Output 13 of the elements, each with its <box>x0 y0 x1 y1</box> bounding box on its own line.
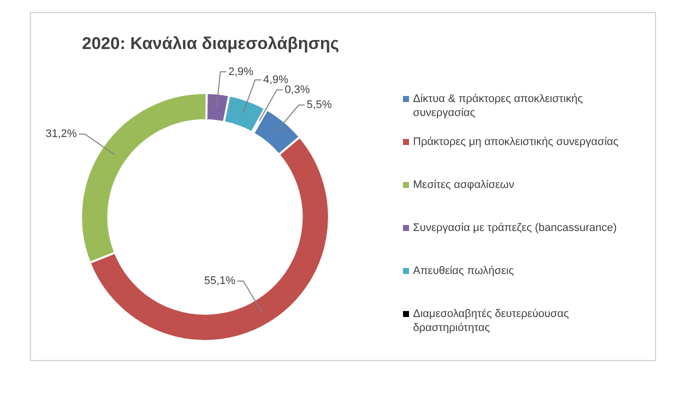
legend-label: Συνεργασία με τράπεζες (bancassurance) <box>413 221 617 235</box>
data-label: 5,5% <box>306 99 332 112</box>
chart-title: 2020: Κανάλια διαμεσολάβησης <box>82 34 340 54</box>
data-label: 4,9% <box>263 74 288 86</box>
legend-label: Πράκτορες μη αποκλειστικής συνεργασίας <box>413 135 618 149</box>
legend-label: Δίκτυα & πράκτορες αποκλειστικής συνεργασίας <box>413 92 584 120</box>
data-label: 31,2% <box>46 128 78 140</box>
legend-label: Διαμεσολαβητές δευτερεύουσας δραστηριότητας <box>413 307 570 335</box>
legend-label: Μεσίτες ασφαλίσεων <box>413 178 514 192</box>
data-label: 0,3% <box>284 84 310 96</box>
data-label: 2,9% <box>228 66 254 78</box>
legend-label: Απευθείας πωλήσεις <box>413 264 514 278</box>
data-label: 55,1% <box>204 275 236 288</box>
